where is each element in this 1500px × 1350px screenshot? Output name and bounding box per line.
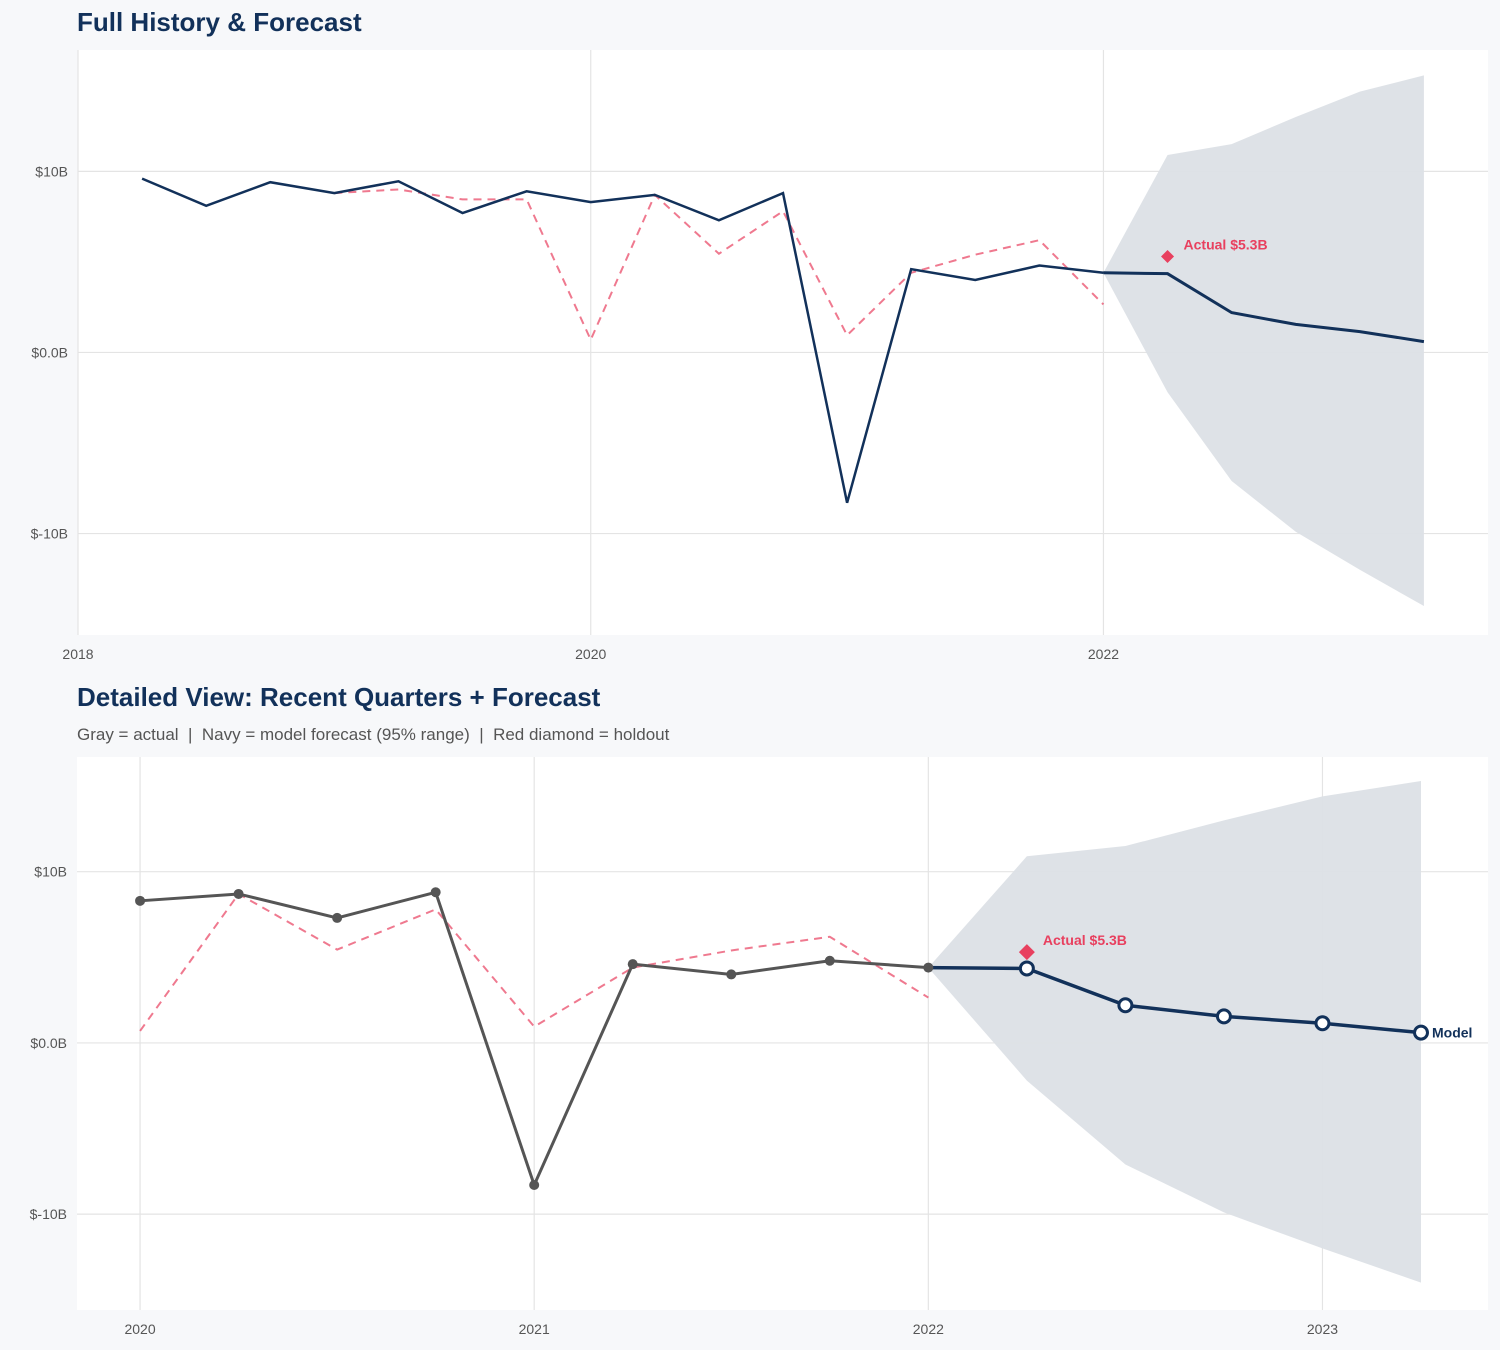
chart-2-title: Detailed View: Recent Quarters + Forecas… xyxy=(77,682,601,712)
forecast-series-line xyxy=(1103,271,1425,344)
y-tick-label: $0.0B xyxy=(30,1035,67,1051)
holdout-label: Actual $5.3B xyxy=(1043,932,1127,948)
y-tick-label: $10B xyxy=(35,163,68,179)
actual-point xyxy=(726,969,737,980)
forecast-point xyxy=(1314,1015,1331,1032)
x-tick-label: 2018 xyxy=(62,646,93,662)
actual-point xyxy=(332,912,343,923)
actual-point xyxy=(627,959,638,970)
actual-series-line xyxy=(141,177,1104,504)
actual-point xyxy=(923,962,934,973)
y-tick-label: $10B xyxy=(34,864,67,880)
forecast-range-band xyxy=(928,780,1421,1283)
forecast-range-band xyxy=(1103,75,1424,607)
x-tick-label: 2020 xyxy=(575,646,606,662)
actual-point xyxy=(529,1180,540,1191)
forecast-point xyxy=(1412,1024,1429,1041)
forecast-series-line xyxy=(928,965,1422,1035)
actual-point xyxy=(233,888,244,899)
x-tick-label: 2023 xyxy=(1307,1321,1338,1337)
holdout-label: Actual $5.3B xyxy=(1184,236,1268,252)
holdout-diamond xyxy=(1161,249,1175,263)
actual-point xyxy=(135,895,146,906)
dashed-series-line xyxy=(334,188,1105,343)
y-tick-label: $-10B xyxy=(30,1206,67,1222)
chart-1-title: Full History & Forecast xyxy=(77,7,362,37)
y-tick-label: $-10B xyxy=(31,526,68,542)
forecast-end-label: Model xyxy=(1432,1025,1472,1041)
x-tick-label: 2020 xyxy=(124,1321,155,1337)
actual-point xyxy=(430,887,441,898)
holdout-diamond xyxy=(1018,944,1035,961)
chart-2-plot: $10B $0.0B $-10B 2020 2021 2022 2023 Model Actua… xyxy=(30,757,1488,1337)
forecast-point xyxy=(1215,1008,1232,1025)
forecast-point xyxy=(1018,960,1035,977)
actual-point xyxy=(824,955,835,966)
forecast-point xyxy=(1117,997,1134,1014)
x-tick-label: 2022 xyxy=(913,1321,944,1337)
x-tick-label: 2022 xyxy=(1088,646,1119,662)
x-tick-label: 2021 xyxy=(519,1321,550,1337)
chart-1-plot: $10B $0.0B $-10B 2018 2020 2022 Actual $5.3B xyxy=(31,50,1488,662)
y-tick-label: $0.0B xyxy=(31,344,68,360)
chart-2-subtitle: Gray = actual | Navy = model forecast (9… xyxy=(77,725,670,744)
